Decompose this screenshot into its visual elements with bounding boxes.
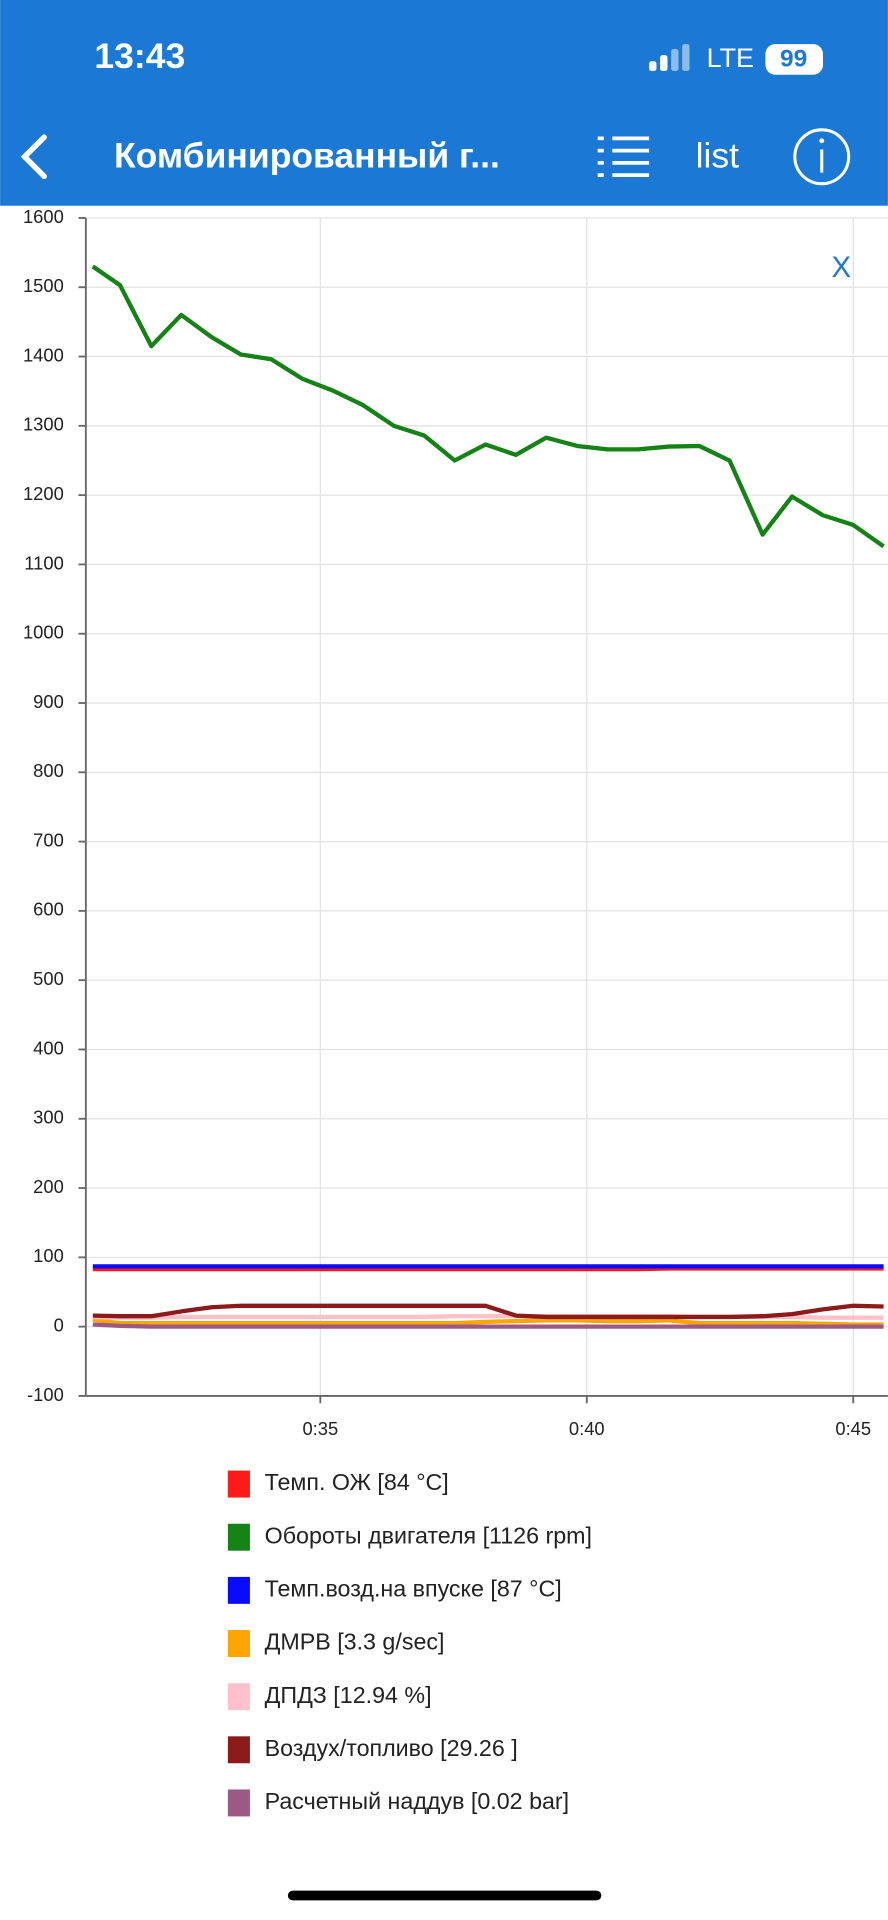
- y-tick-label: 1500: [23, 275, 64, 296]
- back-button[interactable]: [20, 134, 47, 180]
- series-line: [92, 1266, 884, 1272]
- y-tick-label: -100: [27, 1384, 64, 1405]
- series-line: [91, 264, 885, 549]
- y-tick-label: 1600: [23, 206, 64, 227]
- legend-label: Темп.возд.на впуске [87 °C]: [265, 1576, 562, 1602]
- clock: 13:43: [94, 36, 185, 76]
- signal-icon: [649, 44, 690, 72]
- y-tick-label: 1400: [23, 344, 64, 365]
- home-indicator: [287, 1890, 602, 1901]
- legend-swatch: [227, 1576, 250, 1604]
- y-tick-label: 1300: [23, 414, 64, 435]
- y-tick-label: 300: [33, 1107, 64, 1128]
- y-tick-label: 0: [54, 1314, 64, 1335]
- legend-swatch: [227, 1683, 250, 1711]
- x-tick-label: 0:40: [569, 1418, 605, 1439]
- app-bar: [0, 0, 888, 206]
- legend-label: ДПДЗ [12.94 %]: [265, 1682, 432, 1708]
- y-tick-label: 800: [33, 760, 64, 781]
- legend-swatch: [227, 1736, 250, 1764]
- grid: -100 0 100 200 300 400 500 600 700 800 900 1000 1100…: [23, 206, 888, 1439]
- y-tick-label: 1100: [24, 552, 63, 573]
- series-line: [92, 1303, 884, 1320]
- y-tick-label: 700: [33, 829, 64, 850]
- y-tick-label: 1200: [23, 483, 64, 504]
- y-tick-label: 1000: [23, 622, 64, 643]
- legend-label: Расчетный наддув [0.02 bar]: [265, 1788, 570, 1814]
- battery-level: 99: [780, 45, 807, 72]
- legend-swatch: [227, 1630, 250, 1657]
- legend-swatch: [227, 1523, 250, 1551]
- list-button[interactable]: list: [696, 135, 740, 175]
- network-label: LTE: [707, 43, 754, 73]
- y-tick-label: 900: [33, 691, 64, 712]
- y-tick-label: 100: [33, 1245, 64, 1266]
- legend-label: Воздух/топливо [29.26 ]: [265, 1735, 518, 1761]
- x-tick-label: 0:35: [302, 1418, 338, 1439]
- plot: [91, 264, 885, 1329]
- battery-icon: [765, 44, 823, 75]
- legend-swatch: [227, 1470, 250, 1498]
- list-icon[interactable]: [597, 136, 650, 177]
- y-tick-label: 400: [33, 1037, 64, 1058]
- close-button[interactable]: X: [832, 251, 852, 284]
- legend-label: Обороты двигателя [1126 rpm]: [265, 1522, 592, 1548]
- info-button[interactable]: [793, 128, 851, 186]
- x-tick-label: 0:45: [835, 1418, 871, 1439]
- series-line: [92, 1317, 884, 1327]
- y-tick-label: 200: [33, 1176, 64, 1197]
- series-line: [92, 1322, 884, 1329]
- legend-swatch: [227, 1789, 250, 1817]
- screen-title: Комбинированный г...: [114, 135, 500, 175]
- legend-label: ДМРВ [3.3 g/sec]: [265, 1629, 445, 1655]
- legend-label: Темп. ОЖ [84 °C]: [265, 1469, 449, 1495]
- y-tick-label: 600: [33, 899, 64, 920]
- y-tick-label: 500: [33, 968, 64, 989]
